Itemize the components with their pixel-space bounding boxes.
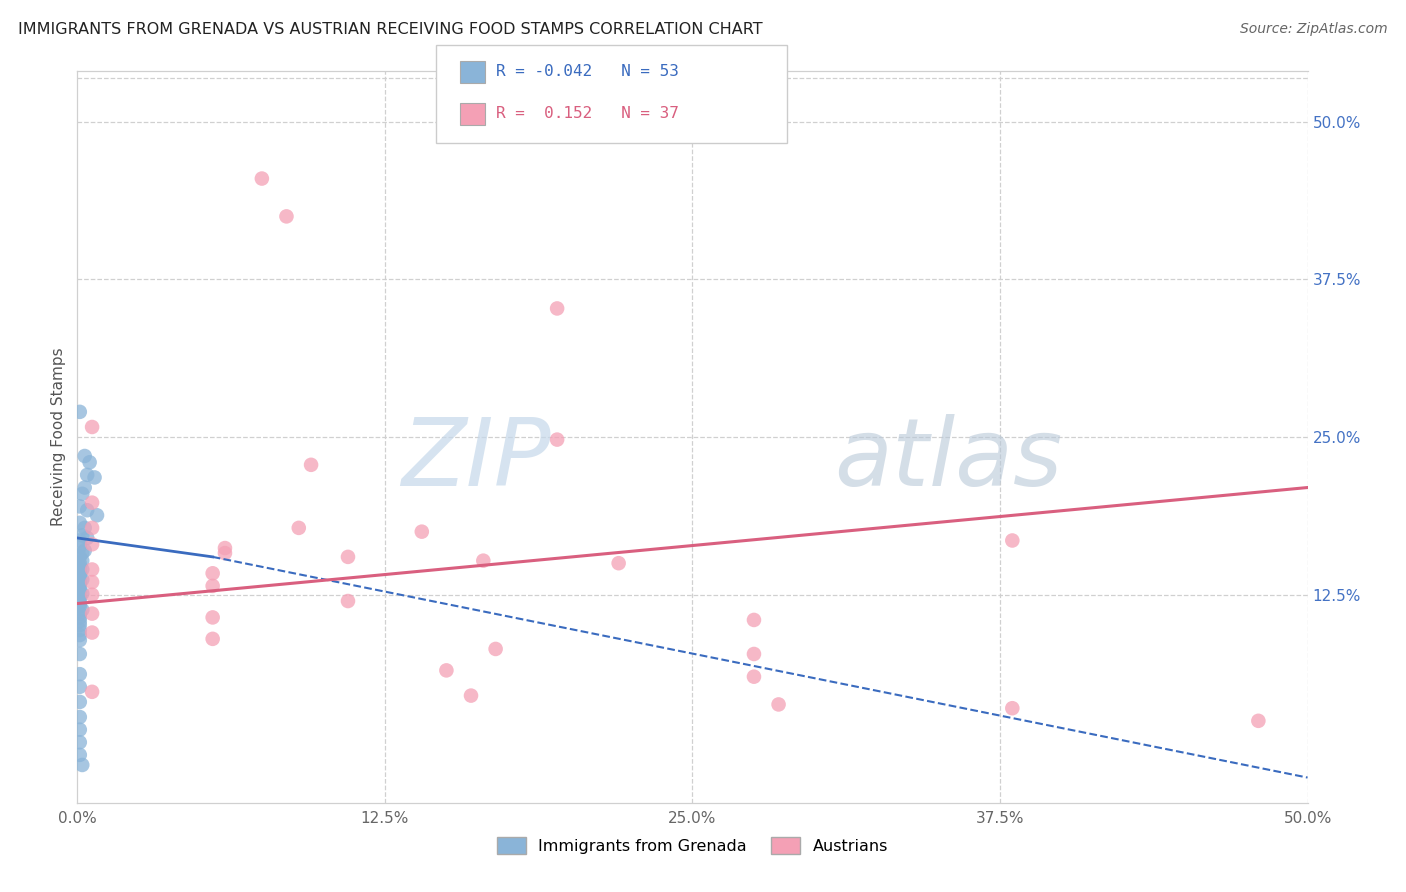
Point bbox=[70, 546, 93, 560]
Point bbox=[70, 562, 93, 576]
Point bbox=[472, 554, 495, 568]
Point bbox=[742, 670, 765, 684]
Point bbox=[69, 565, 91, 579]
Point bbox=[69, 556, 91, 570]
Point bbox=[70, 586, 93, 600]
Point bbox=[73, 481, 96, 495]
Point bbox=[82, 625, 104, 640]
Point bbox=[73, 449, 96, 463]
Point bbox=[69, 592, 91, 607]
Point bbox=[69, 695, 91, 709]
Point bbox=[411, 524, 433, 539]
Point bbox=[436, 664, 458, 678]
Point bbox=[276, 210, 298, 224]
Point bbox=[69, 567, 91, 582]
Point bbox=[1001, 701, 1024, 715]
Text: atlas: atlas bbox=[834, 414, 1062, 505]
Point bbox=[69, 614, 91, 628]
Text: IMMIGRANTS FROM GRENADA VS AUSTRIAN RECEIVING FOOD STAMPS CORRELATION CHART: IMMIGRANTS FROM GRENADA VS AUSTRIAN RECE… bbox=[18, 22, 763, 37]
Point bbox=[69, 647, 91, 661]
Point bbox=[76, 531, 98, 545]
Point bbox=[201, 579, 224, 593]
Point bbox=[546, 433, 568, 447]
Text: R = -0.042   N = 53: R = -0.042 N = 53 bbox=[496, 64, 679, 79]
Point bbox=[69, 710, 91, 724]
Point bbox=[82, 575, 104, 590]
Point bbox=[82, 562, 104, 576]
Point bbox=[82, 685, 104, 699]
Point bbox=[69, 618, 91, 632]
Point bbox=[69, 516, 91, 530]
Point bbox=[70, 758, 93, 772]
Point bbox=[742, 647, 765, 661]
Point bbox=[742, 613, 765, 627]
Point bbox=[82, 588, 104, 602]
Point bbox=[69, 560, 91, 574]
Point bbox=[299, 458, 322, 472]
Point bbox=[69, 667, 91, 681]
Point bbox=[70, 554, 93, 568]
Point bbox=[70, 603, 93, 617]
Point bbox=[337, 549, 360, 564]
Point bbox=[460, 689, 482, 703]
Point bbox=[69, 500, 91, 514]
Point bbox=[70, 487, 93, 501]
Point bbox=[69, 580, 91, 594]
Text: Source: ZipAtlas.com: Source: ZipAtlas.com bbox=[1240, 22, 1388, 37]
Point bbox=[607, 556, 630, 570]
Point bbox=[69, 533, 91, 548]
Point bbox=[69, 599, 91, 613]
Point bbox=[337, 594, 360, 608]
Point bbox=[69, 575, 91, 590]
Point bbox=[73, 521, 96, 535]
Point bbox=[70, 528, 93, 542]
Point bbox=[485, 642, 508, 657]
Point bbox=[76, 467, 98, 482]
Point bbox=[70, 573, 93, 587]
Point bbox=[82, 607, 104, 621]
Point bbox=[69, 549, 91, 564]
Text: R =  0.152   N = 37: R = 0.152 N = 37 bbox=[496, 106, 679, 121]
Point bbox=[69, 591, 91, 605]
Point bbox=[69, 583, 91, 598]
Point bbox=[86, 508, 108, 523]
Point bbox=[69, 633, 91, 648]
Point bbox=[1247, 714, 1270, 728]
Point bbox=[82, 420, 104, 434]
Y-axis label: Receiving Food Stamps: Receiving Food Stamps bbox=[51, 348, 66, 526]
Point bbox=[214, 546, 236, 560]
Point bbox=[201, 610, 224, 624]
Point bbox=[82, 496, 104, 510]
Point bbox=[69, 747, 91, 762]
Point bbox=[201, 632, 224, 646]
Text: ZIP: ZIP bbox=[401, 414, 551, 505]
Point bbox=[69, 623, 91, 637]
Point bbox=[69, 405, 91, 419]
Point bbox=[214, 541, 236, 555]
Point bbox=[83, 470, 105, 484]
Point bbox=[250, 171, 273, 186]
Point bbox=[82, 537, 104, 551]
Point bbox=[82, 521, 104, 535]
Point bbox=[69, 577, 91, 591]
Point bbox=[69, 723, 91, 737]
Point bbox=[69, 540, 91, 554]
Point bbox=[69, 607, 91, 621]
Point bbox=[201, 566, 224, 581]
Point bbox=[768, 698, 790, 712]
Point bbox=[76, 503, 98, 517]
Point bbox=[69, 570, 91, 584]
Legend: Immigrants from Grenada, Austrians: Immigrants from Grenada, Austrians bbox=[491, 830, 894, 861]
Point bbox=[69, 680, 91, 694]
Point bbox=[546, 301, 568, 316]
Point bbox=[1001, 533, 1024, 548]
Point bbox=[73, 543, 96, 558]
Point bbox=[69, 597, 91, 611]
Point bbox=[69, 610, 91, 624]
Point bbox=[69, 735, 91, 749]
Point bbox=[69, 628, 91, 642]
Point bbox=[79, 455, 101, 469]
Point bbox=[288, 521, 311, 535]
